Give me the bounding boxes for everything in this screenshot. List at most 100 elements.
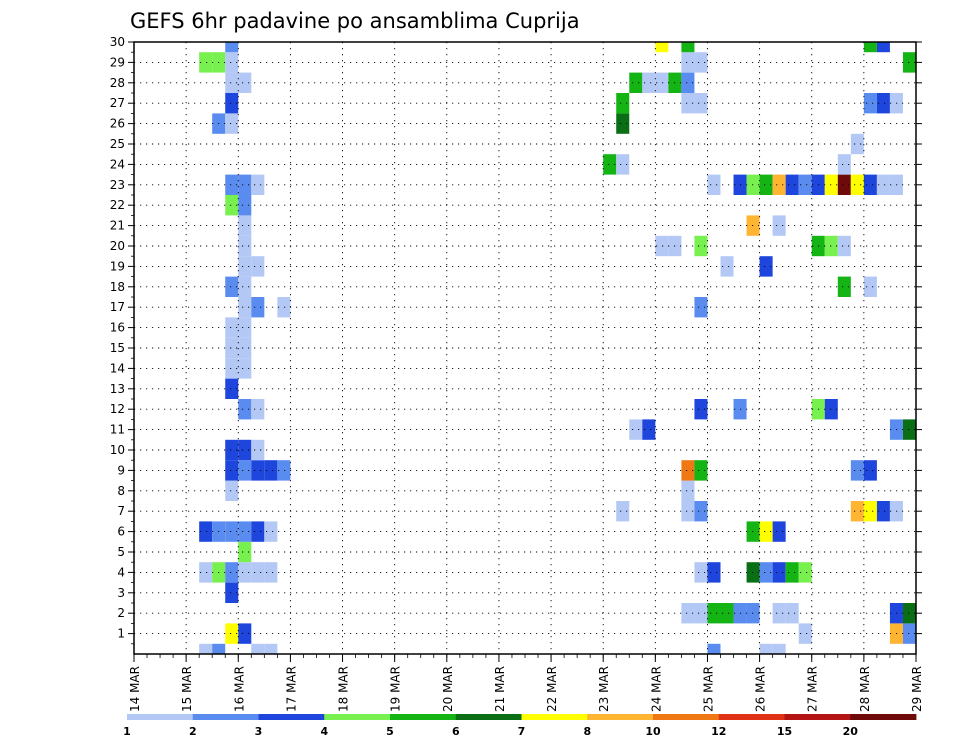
heatmap-cell: [785, 562, 799, 583]
heatmap-cell: [681, 480, 695, 501]
heatmap-cell: [707, 603, 721, 624]
heatmap-cell: [720, 256, 734, 277]
x-tick-label: 14 MAR: [128, 666, 142, 712]
y-tick-label: 18: [110, 280, 125, 294]
heatmap-cell: [225, 72, 239, 93]
heatmap-cell: [642, 72, 656, 93]
heatmap-cell: [199, 562, 213, 583]
grid-lines: [134, 42, 916, 654]
heatmap-cell: [264, 460, 278, 481]
heatmap-cell: [199, 643, 213, 654]
color-legend-label: 8: [583, 725, 591, 738]
x-tick-label: 29 MAR: [910, 666, 924, 712]
y-tick-label: 13: [110, 382, 125, 396]
color-legend-label: 10: [645, 725, 661, 738]
heatmap-cell: [902, 419, 916, 440]
heatmap-cell: [720, 603, 734, 624]
heatmap-cell: [681, 93, 695, 114]
heatmap-cell: [798, 623, 812, 644]
heatmap-cell: [850, 133, 864, 155]
heatmap-cell: [759, 174, 773, 195]
heatmap-cell: [772, 521, 786, 542]
y-tick-label: 12: [110, 402, 125, 416]
y-tick-label: 22: [110, 198, 125, 212]
heatmap-cell: [225, 42, 239, 53]
y-tick-label: 26: [110, 117, 125, 131]
heatmap-cell: [199, 52, 213, 73]
color-legend-label: 5: [386, 725, 394, 738]
heatmap-cell: [225, 623, 239, 644]
heatmap-cell: [681, 603, 695, 624]
x-axis: 14 MAR 15 MAR 16 MAR 17 MAR 18 MAR 19 MAR 20 M…: [128, 654, 924, 712]
color-legend-label: 1: [123, 725, 131, 738]
heatmap-cell: [225, 174, 239, 195]
heatmap-cell: [238, 358, 252, 379]
heatmap-cell: [225, 93, 239, 114]
heatmap-cell: [694, 235, 708, 257]
heatmap-cell: [681, 72, 695, 93]
heatmap-cell: [238, 399, 252, 420]
color-legend-swatch: [521, 714, 588, 720]
heatmap-cell: [225, 480, 239, 501]
y-tick-label: 19: [110, 259, 125, 273]
x-tick-label: 25 MAR: [702, 666, 716, 712]
heatmap-cell: [655, 72, 669, 93]
heatmap-cell: [225, 358, 239, 379]
color-legend-label: 3: [255, 725, 263, 738]
heatmap-cell: [642, 419, 656, 440]
heatmap-cell: [681, 460, 695, 481]
heatmap-cell: [225, 317, 239, 338]
x-tick-label: 23 MAR: [597, 666, 611, 712]
x-tick-label: 18 MAR: [337, 666, 351, 712]
heatmap-cell: [616, 501, 630, 522]
heatmap-cell: [707, 174, 721, 195]
heatmap-cell: [238, 317, 252, 338]
color-legend-swatch: [850, 714, 917, 720]
heatmap-cell: [238, 562, 252, 583]
heatmap-cells: [199, 42, 916, 654]
y-tick-label: 3: [117, 586, 125, 600]
heatmap-cell: [785, 603, 799, 624]
x-tick-label: 27 MAR: [806, 666, 820, 712]
color-legend-label: 7: [518, 725, 526, 738]
heatmap-cell: [225, 378, 239, 399]
heatmap-cell: [225, 52, 239, 73]
heatmap-cell: [225, 562, 239, 583]
heatmap-cell: [681, 501, 695, 522]
color-legend-label: 20: [843, 725, 859, 738]
heatmap-cell: [863, 460, 877, 481]
heatmap-cell: [759, 521, 773, 542]
y-tick-label: 14: [110, 361, 125, 375]
heatmap-cell: [876, 93, 890, 114]
heatmap-cell: [863, 501, 877, 522]
heatmap-cell: [225, 195, 239, 216]
heatmap-cell: [238, 256, 252, 277]
x-tick-label: 21 MAR: [493, 666, 507, 712]
heatmap-cell: [707, 643, 721, 654]
heatmap-cell: [212, 643, 226, 654]
color-legend-label: 12: [711, 725, 726, 738]
chart-title: GEFS 6hr padavine po ansamblima Cuprija: [130, 9, 580, 33]
heatmap-cell: [238, 460, 252, 481]
heatmap-cell: [251, 460, 265, 481]
y-tick-label: 9: [117, 463, 125, 477]
y-tick-label: 21: [110, 219, 125, 233]
heatmap-cell: [238, 521, 252, 542]
heatmap-cell: [238, 623, 252, 644]
heatmap-cell: [264, 643, 278, 654]
heatmap-cell: [238, 541, 252, 563]
heatmap-cell: [772, 603, 786, 624]
color-legend-swatch: [587, 714, 654, 720]
heatmap-cell: [681, 52, 695, 73]
color-legend-swatch: [258, 714, 325, 720]
y-tick-label: 30: [110, 35, 125, 49]
heatmap-cell: [876, 42, 890, 53]
y-tick-label: 25: [110, 137, 125, 151]
x-tick-label: 20 MAR: [441, 666, 455, 712]
y-tick-label: 16: [110, 321, 125, 335]
color-legend-swatch: [324, 714, 391, 720]
heatmap-cell: [238, 276, 252, 297]
heatmap-cell: [225, 521, 239, 542]
color-legend-swatch: [718, 714, 785, 720]
heatmap-cell: [824, 399, 838, 420]
